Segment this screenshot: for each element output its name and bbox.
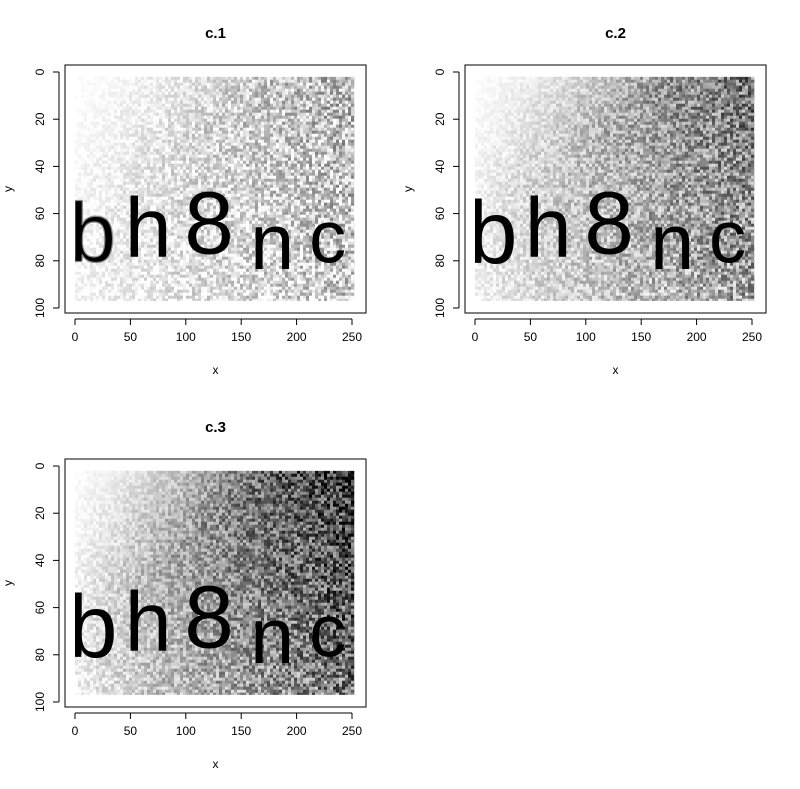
glyph-b: b <box>68 576 118 676</box>
glyph-c: c <box>709 196 746 279</box>
x-tick-label: 250 <box>342 330 362 344</box>
glyph-n: n <box>250 591 294 680</box>
x-tick-label: 0 <box>72 330 79 344</box>
heatmap-raster <box>75 470 355 695</box>
glyph-b: b <box>468 182 518 282</box>
x-axis-label: x <box>213 363 219 377</box>
plot-frame <box>64 64 367 314</box>
y-tick-label: 0 <box>33 68 47 75</box>
y-tick-label: 100 <box>33 298 47 318</box>
heatmap-raster <box>475 76 755 301</box>
y-tick-label: 60 <box>33 207 47 221</box>
y-tick-label: 100 <box>433 298 447 318</box>
glyph-c: c <box>309 196 346 279</box>
heatmap-raster <box>75 76 355 301</box>
y-axis-label: y <box>1 580 15 586</box>
glyph-n: n <box>250 197 294 286</box>
plot-frame <box>464 64 767 314</box>
y-tick-label: 80 <box>433 254 447 268</box>
glyph-h: h <box>525 181 572 275</box>
y-tick-label: 20 <box>33 112 47 126</box>
y-tick-label: 60 <box>433 207 447 221</box>
x-tick-label: 200 <box>287 724 307 738</box>
panel-title: c.3 <box>205 419 226 436</box>
x-tick-label: 50 <box>524 330 538 344</box>
y-tick-label: 40 <box>33 553 47 567</box>
glyph-n: n <box>650 197 694 286</box>
x-tick-label: 200 <box>687 330 707 344</box>
panel-title: c.2 <box>605 25 626 42</box>
y-tick-label: 80 <box>33 254 47 268</box>
glyph-8: 8 <box>184 567 234 667</box>
glyph-8: 8 <box>584 173 634 273</box>
y-tick-label: 80 <box>33 648 47 662</box>
x-axis-label: x <box>613 363 619 377</box>
glyph-8: 8 <box>184 173 234 273</box>
x-axis-label: x <box>213 757 219 771</box>
x-tick-label: 100 <box>176 330 196 344</box>
x-tick-label: 100 <box>576 330 596 344</box>
x-tick-label: 250 <box>742 330 762 344</box>
y-tick-label: 0 <box>433 68 447 75</box>
glyph-h: h <box>125 575 172 669</box>
panel-title: c.1 <box>205 25 226 42</box>
glyph-h: h <box>125 181 172 275</box>
y-tick-label: 60 <box>33 601 47 615</box>
y-axis-label: y <box>401 186 415 192</box>
plot-frame <box>64 458 367 708</box>
x-tick-label: 50 <box>124 724 138 738</box>
glyph-b: b <box>69 185 116 279</box>
x-tick-label: 0 <box>72 724 79 738</box>
x-tick-label: 100 <box>176 724 196 738</box>
y-tick-label: 40 <box>433 159 447 173</box>
y-tick-label: 0 <box>33 462 47 469</box>
x-tick-label: 150 <box>631 330 651 344</box>
x-tick-label: 250 <box>342 724 362 738</box>
x-tick-label: 150 <box>231 724 251 738</box>
x-tick-label: 150 <box>231 330 251 344</box>
y-tick-label: 20 <box>433 112 447 126</box>
x-tick-label: 50 <box>124 330 138 344</box>
y-tick-label: 40 <box>33 159 47 173</box>
glyph-c: c <box>309 590 346 673</box>
panel-3: b h 8 n c 0 50 100 150 200 250 0 20 40 60 80 100 c.3 x y <box>1 419 367 771</box>
panel-2: b h 8 n c 0 50 100 150 200 250 0 20 40 60 80 100 c.2 x y <box>401 25 767 377</box>
y-tick-label: 20 <box>33 506 47 520</box>
y-axis-label: y <box>1 186 15 192</box>
panel-1: b h 8 n c 0 50 100 150 200 250 0 20 40 60 80 100 c.1 x y <box>1 25 367 377</box>
x-tick-label: 200 <box>287 330 307 344</box>
y-tick-label: 100 <box>33 692 47 712</box>
x-tick-label: 0 <box>472 330 479 344</box>
